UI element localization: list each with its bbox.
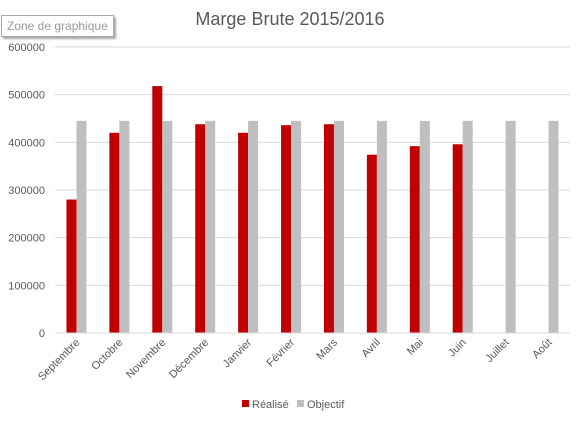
bar-realise[interactable] [66, 199, 77, 333]
y-tick-label: 400000 [8, 137, 45, 149]
bar-realise[interactable] [152, 86, 163, 333]
x-tick-label: Mars [314, 336, 340, 362]
x-tick-label: Janvier [221, 336, 255, 370]
y-tick-label: 100000 [8, 280, 45, 292]
bar-realise[interactable] [195, 124, 206, 333]
bar-objectif[interactable] [162, 120, 173, 333]
x-tick-label: Mai [405, 337, 426, 358]
y-tick-label: 500000 [8, 90, 45, 102]
x-tick-label: Août [530, 337, 554, 361]
x-tick-label: Décembre [167, 337, 211, 381]
y-tick-label: 200000 [8, 233, 45, 245]
x-tick-label: Septembre [36, 337, 83, 384]
x-tick-label: Juillet [483, 337, 511, 365]
x-tick-label: Novembre [124, 337, 168, 381]
bar-objectif[interactable] [76, 120, 87, 333]
y-tick-label: 300000 [8, 185, 45, 197]
legend[interactable]: Réalisé Objectif [242, 399, 345, 411]
bar-objectif[interactable] [505, 120, 516, 333]
y-axis-ticks: 0 100000 200000 300000 400000 500000 600000 [8, 42, 45, 340]
legend-swatch [242, 400, 249, 407]
bar-realise[interactable] [238, 132, 249, 333]
bar-objectif[interactable] [205, 120, 216, 333]
bar-objectif[interactable] [333, 120, 344, 333]
y-tick-label: 0 [39, 328, 45, 340]
x-tick-label: Juin [446, 337, 469, 360]
bar-realise[interactable] [366, 154, 377, 333]
bar-objectif[interactable] [419, 120, 430, 333]
x-tick-label: Octobre [89, 337, 125, 373]
x-tick-label: Février [264, 336, 297, 369]
bar-objectif[interactable] [291, 120, 302, 333]
bar-realise[interactable] [409, 146, 420, 333]
bar-objectif[interactable] [248, 120, 259, 333]
x-tick-label: Avril [360, 337, 383, 360]
bars [55, 86, 570, 334]
y-tick-label: 600000 [8, 42, 45, 54]
legend-label[interactable]: Réalisé [252, 399, 289, 411]
bar-realise[interactable] [323, 124, 334, 333]
bar-objectif[interactable] [376, 120, 387, 333]
bar-objectif[interactable] [119, 120, 130, 333]
legend-label[interactable]: Objectif [307, 399, 345, 411]
legend-swatch [297, 400, 304, 407]
chart-title: Marge Brute 2015/2016 [195, 9, 384, 29]
grid-layer [55, 46, 570, 334]
bar-objectif[interactable] [462, 120, 473, 333]
bar-realise[interactable] [109, 132, 120, 333]
bar-objectif[interactable] [548, 120, 559, 333]
bar-realise[interactable] [452, 144, 463, 333]
bar-realise[interactable] [281, 125, 292, 333]
chart-area-tooltip: Zone de graphique [1, 15, 114, 37]
